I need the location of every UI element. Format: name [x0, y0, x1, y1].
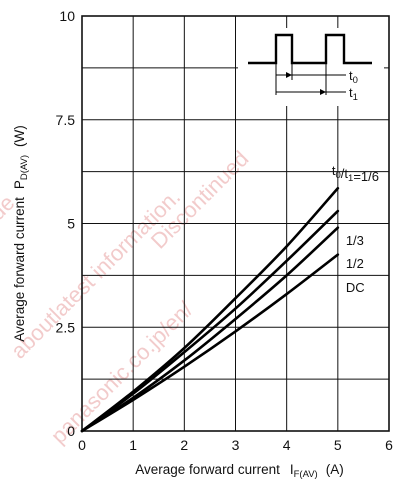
x-tick-label: 4 — [283, 437, 291, 453]
pulse-waveform — [248, 33, 372, 65]
y-axis-symbol-sub: D(AV) — [19, 155, 30, 180]
x-axis-unit: (A) — [326, 462, 344, 477]
x-tick-labels: 0 1 2 3 4 5 6 — [78, 437, 393, 453]
series-label: t0/t1=1/6 — [332, 163, 379, 184]
y-tick-labels: 0 2.5 5 7.5 10 — [56, 8, 76, 439]
y-tick-label: 0 — [67, 423, 75, 439]
x-tick-label: 2 — [180, 437, 188, 453]
t1-label: t1 — [349, 85, 358, 103]
series-label: 1/2 — [346, 256, 364, 271]
inset-background — [238, 28, 384, 106]
series-label: DC — [346, 280, 365, 295]
y-tick-label: 2.5 — [56, 319, 76, 335]
y-tick-label: 5 — [67, 216, 75, 232]
x-tick-label: 5 — [334, 437, 342, 453]
arrowhead — [320, 89, 326, 95]
series-curve — [80, 186, 340, 433]
x-tick-label: 0 — [78, 437, 86, 453]
x-axis-symbol: I — [290, 462, 294, 477]
y-tick-label: 7.5 — [56, 112, 76, 128]
plot-frame — [81, 15, 390, 432]
series-curve — [80, 253, 340, 433]
y-axis-unit: (W) — [12, 125, 27, 147]
x-tick-label: 6 — [385, 437, 393, 453]
y-axis-label: Average forward current — [12, 197, 27, 342]
series-curve — [80, 209, 340, 433]
x-tick-label: 1 — [129, 437, 137, 453]
x-axis-symbol-sub: F(AV) — [294, 469, 318, 480]
x-tick-label: 3 — [232, 437, 240, 453]
y-tick-label: 10 — [59, 8, 75, 24]
x-axis-title: Average forward current IF(AV) (A) — [135, 462, 343, 480]
series-label: 1/3 — [346, 233, 364, 248]
series-group: t0/t1=1/6 1/3 1/2 DC — [80, 163, 379, 433]
y-axis-title: Average forward current PD(AV) (W) — [12, 125, 30, 341]
t0-label: t0 — [349, 68, 358, 86]
series-curve — [80, 226, 340, 433]
x-axis-label: Average forward current — [135, 462, 280, 477]
arrowhead — [286, 72, 292, 78]
y-axis-symbol: P — [12, 180, 27, 189]
